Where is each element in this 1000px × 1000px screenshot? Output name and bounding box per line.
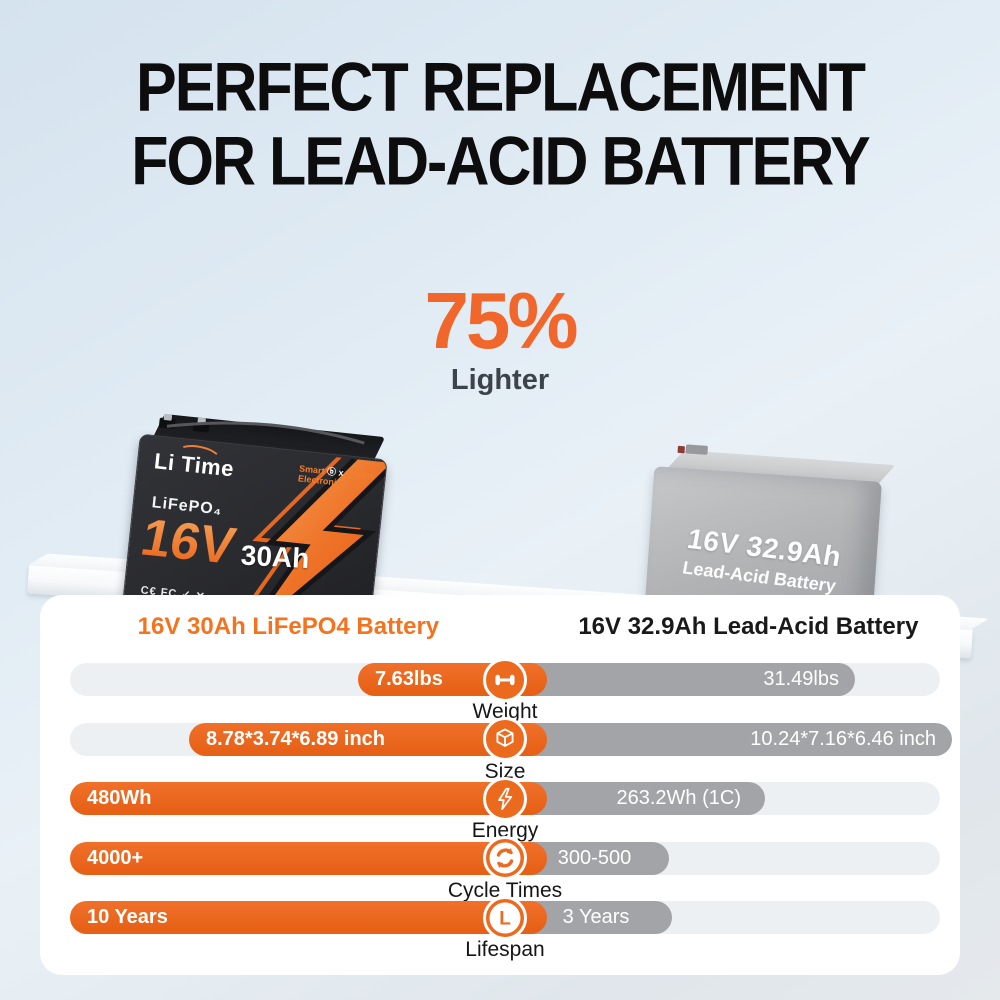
lifepo4-value: 7.63lbs	[375, 668, 443, 690]
page-title: PERFECT REPLACEMENT FOR LEAD-ACID BATTER…	[0, 50, 1000, 198]
title-line-1: PERFECT REPLACEMENT	[136, 48, 866, 126]
bolt-icon	[483, 776, 527, 821]
lifepo4-bar: 10 Years	[70, 901, 547, 934]
bar-track: 10.24*7.16*6.46 inch 8.78*3.74*6.89 inch	[70, 717, 952, 761]
lifepo4-bar: 480Wh	[70, 782, 547, 815]
box-icon	[483, 717, 527, 761]
lifepo4-value: 8.78*3.74*6.89 inch	[206, 727, 386, 750]
row-label: Weight	[472, 700, 538, 723]
weight-saving-callout: 75% Lighter	[0, 276, 1000, 397]
percent-value: 75%	[424, 276, 578, 365]
lead-acid-header: 16V 32.9Ah Lead-Acid Battery	[578, 613, 919, 640]
x-label: x	[337, 467, 345, 478]
lead-acid-value: 3 Years	[562, 906, 630, 928]
lead-acid-value: 300-500	[557, 846, 632, 869]
lifepo4-value: 480Wh	[87, 787, 152, 809]
battery-handle	[166, 421, 365, 445]
voltage-label: 16V	[136, 508, 241, 576]
row-label: Lifespan	[465, 938, 545, 961]
lead-acid-battery-text: 16V 32.9Ah Lead-Acid Battery	[644, 519, 880, 602]
comparison-row-energy: 263.2Wh (1C) 480Wh Energy	[70, 776, 940, 842]
seesaw-scene: Li Time Smart ⓑ x Marine Electronics LiF…	[0, 200, 1000, 786]
capacity-label: 30Ah	[240, 539, 311, 575]
row-label: Energy	[471, 819, 539, 842]
comparison-row-lifespan: 3 Years 10 Years L Lifespan	[70, 895, 940, 961]
title-line-2: FOR LEAD-ACID BATTERY	[131, 122, 870, 200]
dumbbell-icon	[483, 657, 527, 702]
row-label: Size	[484, 759, 526, 783]
lead-acid-value: 263.2Wh (1C)	[616, 787, 742, 809]
comparison-headers: 16V 30Ah LiFePO4 Battery 16V 32.9Ah Lead…	[40, 613, 960, 641]
comparison-row-weight: 31.49lbs 7.63lbs Weight	[70, 657, 940, 723]
lifepo4-header: 16V 30Ah LiFePO4 Battery	[137, 613, 440, 640]
battery-terminal-icon	[685, 444, 709, 455]
lead-acid-bar: 10.24*7.16*6.46 inch	[490, 722, 952, 756]
bar-track: 31.49lbs 7.63lbs	[70, 657, 940, 702]
lifepo4-value: 4000+	[87, 846, 144, 869]
lead-acid-bar: 31.49lbs	[490, 663, 855, 696]
lead-acid-value: 10.24*7.16*6.46 inch	[750, 727, 936, 750]
svg-text:L: L	[499, 908, 511, 929]
bar-track: 3 Years 10 Years L	[70, 895, 940, 940]
lifepo4-value: 10 Years	[87, 906, 168, 928]
lifepo4-bar: 4000+	[70, 841, 547, 875]
lifespan-icon: L	[483, 895, 527, 940]
bar-track: 300-500 4000+	[70, 836, 940, 880]
row-label: Cycle Times	[447, 878, 563, 902]
battery-terminal-icon	[677, 445, 685, 454]
percent-label: Lighter	[450, 364, 550, 396]
partner-label-1: Marine	[345, 468, 376, 482]
comparison-row-cycle-times: 300-500 4000+ C	[70, 836, 940, 902]
comparison-rows: 31.49lbs 7.63lbs Weight	[70, 657, 952, 961]
bar-track: 263.2Wh (1C) 480Wh	[70, 776, 940, 821]
comparison-row-size: 10.24*7.16*6.46 inch 8.78*3.74*6.89 inch…	[70, 717, 952, 783]
lead-acid-value: 31.49lbs	[763, 668, 839, 690]
cycle-icon	[483, 836, 527, 880]
comparison-panel: 16V 30Ah LiFePO4 Battery 16V 32.9Ah Lead…	[40, 595, 960, 975]
